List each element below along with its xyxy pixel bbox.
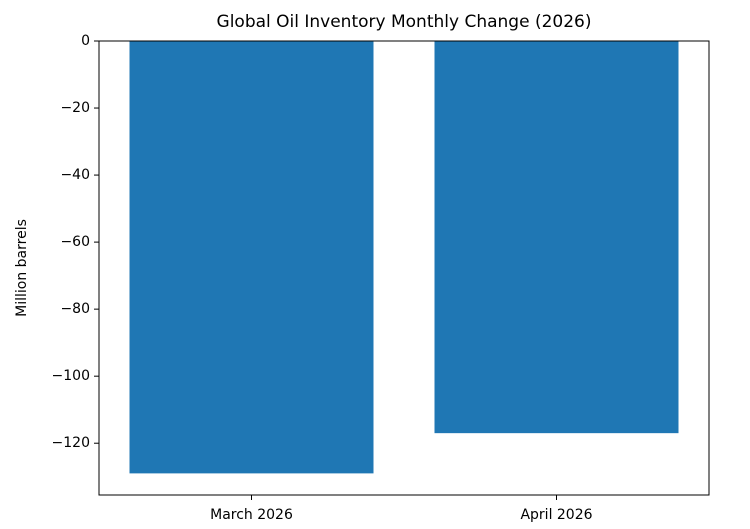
y-tick-label: −80: [60, 301, 90, 317]
bar: [129, 41, 374, 474]
y-tick-label: 0: [81, 33, 90, 49]
x-tick-label: April 2026: [520, 507, 592, 523]
y-tick-label: −60: [60, 234, 90, 250]
plot-frame: [98, 40, 710, 496]
y-tick-label: −120: [52, 435, 90, 451]
y-tick-label: −40: [60, 167, 90, 183]
x-tick-label: March 2026: [210, 507, 293, 523]
y-tick-label: −100: [52, 368, 90, 384]
chart-title: Global Oil Inventory Monthly Change (202…: [217, 12, 592, 32]
y-axis-label: Million barrels: [14, 219, 30, 317]
y-tick-label: −20: [60, 100, 90, 116]
bar: [434, 41, 679, 434]
